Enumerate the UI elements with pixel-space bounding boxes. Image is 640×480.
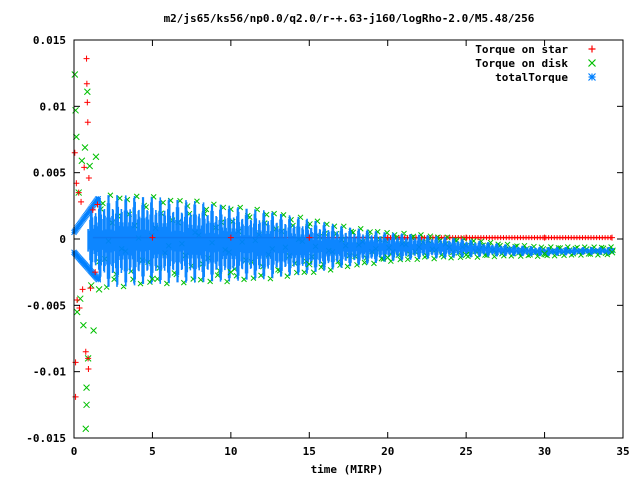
disk-torque-point [608, 248, 616, 256]
star-torque-point [149, 234, 156, 241]
y-tick-label: 0.005 [33, 167, 66, 180]
x-tick-label: 15 [303, 445, 316, 458]
axis-ticks: 0 5 10 15 20 25 30 35 -0.015 -0.01 -0.005 0 0.005 0.0… [26, 34, 629, 458]
disk-torque-point [95, 286, 103, 293]
disk-torque-point [462, 251, 470, 259]
disk-torque-point [541, 250, 548, 257]
star-torque-point [81, 164, 88, 171]
disk-torque-point [83, 384, 90, 391]
star-torque-point [384, 234, 391, 241]
star-torque-point [85, 355, 92, 362]
x-axis-label: time (MIRP) [311, 463, 384, 476]
star-torque-point [72, 393, 79, 400]
star-torque-point [71, 149, 78, 156]
total-torque-band [87, 195, 615, 287]
disk-torque-point [76, 295, 84, 303]
star-torque-point [609, 234, 616, 241]
legend-marker [588, 73, 596, 81]
legend-marker [588, 59, 596, 67]
star-torque-point [306, 234, 313, 241]
star-torque-point [227, 234, 234, 241]
y-tick-label: -0.01 [33, 366, 66, 379]
star-torque-point [83, 80, 90, 87]
star-torque-point [87, 285, 94, 292]
star-torque-point [541, 234, 548, 241]
disk-torque-point [72, 106, 79, 114]
x-tick-label: 25 [460, 445, 473, 458]
star-torque-point [75, 189, 82, 196]
disk-torque-point [71, 71, 79, 78]
plot-area [71, 55, 616, 433]
star-torque-point [463, 234, 470, 241]
star-torque-point [92, 269, 99, 276]
star-torque-point [83, 55, 90, 62]
y-tick-label: -0.005 [26, 299, 66, 312]
disk-torque-point [87, 282, 95, 289]
x-tick-label: 5 [149, 445, 156, 458]
x-tick-label: 0 [71, 445, 78, 458]
y-tick-label: 0.01 [40, 100, 67, 113]
star-torque-point [85, 174, 92, 181]
disk-torque-point [384, 254, 392, 261]
disk-torque-point [86, 162, 94, 170]
disk-torque-point [83, 401, 90, 409]
y-tick-label: -0.015 [26, 432, 66, 445]
star-torque-point [82, 348, 89, 355]
star-torque-point [79, 286, 86, 293]
x-tick-label: 30 [538, 445, 551, 458]
x-tick-label: 20 [381, 445, 394, 458]
legend-marker [588, 45, 596, 53]
star-torque-point [85, 366, 92, 373]
star-torque-point [84, 119, 91, 126]
star-torque-point [94, 201, 101, 208]
star-torque-point [76, 304, 83, 311]
disk-torque-point [149, 275, 156, 283]
star-torque-point [72, 359, 79, 366]
disk-torque-point [80, 321, 87, 329]
disk-torque-point [78, 157, 86, 165]
disk-torque-point [305, 260, 313, 268]
x-tick-label: 35 [616, 445, 629, 458]
disk-torque-point [92, 153, 100, 161]
y-tick-label: 0 [59, 233, 66, 246]
y-tick-label: 0.015 [33, 34, 66, 47]
legend-label: Torque on disk [475, 57, 568, 70]
disk-torque-point [83, 88, 91, 96]
disk-torque-point [90, 327, 97, 334]
x-tick-label: 10 [224, 445, 237, 458]
star-torque-point [74, 297, 81, 304]
star-torque-point [78, 198, 85, 205]
disk-torque-point [81, 144, 89, 151]
disk-torque-point [82, 425, 90, 433]
disk-torque-point [227, 268, 235, 276]
legend-label: totalTorque [495, 71, 568, 84]
star-torque-point [89, 206, 96, 213]
chart-title: m2/js65/ks56/np0.0/q2.0/r-+.63-j160/logR… [164, 12, 535, 25]
legend-label: Torque on star [475, 43, 568, 56]
star-torque-point [84, 99, 91, 106]
